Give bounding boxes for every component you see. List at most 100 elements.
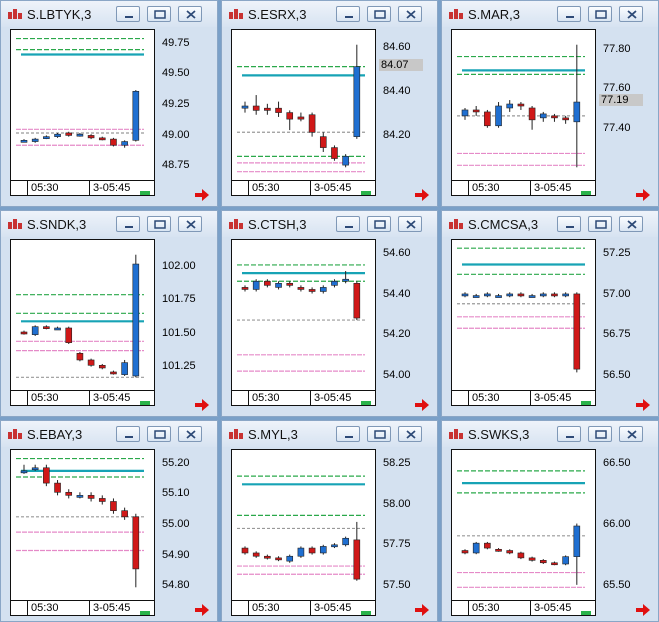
chart-app-icon: [449, 8, 463, 20]
window-titlebar[interactable]: S.SWKS,3: [442, 421, 658, 447]
y-tick-label: 84.20: [383, 128, 411, 141]
candle-body: [506, 550, 514, 554]
minimize-button[interactable]: [116, 6, 140, 22]
y-tick-label: 54.40: [383, 287, 411, 300]
candle-body: [76, 133, 84, 137]
candle-body: [308, 289, 316, 292]
close-button[interactable]: [398, 216, 422, 232]
minimize-button[interactable]: [336, 6, 360, 22]
close-button[interactable]: [398, 426, 422, 442]
time-axis-tick: [530, 391, 531, 405]
close-button[interactable]: [619, 6, 643, 22]
close-button[interactable]: [619, 426, 643, 442]
price-chart[interactable]: [10, 449, 155, 601]
time-axis-tick: [27, 601, 28, 615]
close-button[interactable]: [398, 6, 422, 22]
scroll-right-arrow-icon[interactable]: [194, 603, 210, 616]
candle-body: [132, 263, 140, 377]
close-button[interactable]: [178, 426, 202, 442]
candle-body: [98, 137, 106, 141]
scroll-right-arrow-icon[interactable]: [414, 603, 430, 616]
minimize-icon: [566, 226, 574, 228]
candle-body: [252, 552, 260, 557]
minimize-button[interactable]: [557, 426, 581, 442]
restore-button[interactable]: [147, 6, 171, 22]
candle-body: [353, 66, 361, 137]
live-indicator: [361, 611, 371, 615]
window-titlebar[interactable]: S.CMCSA,3: [442, 211, 658, 237]
time-axis-tick: [468, 391, 469, 405]
candle-body: [461, 109, 469, 117]
restore-button[interactable]: [588, 216, 612, 232]
scroll-right-arrow-icon[interactable]: [194, 398, 210, 411]
restore-button[interactable]: [367, 426, 391, 442]
window-titlebar[interactable]: S.SNDK,3: [1, 211, 217, 237]
price-chart[interactable]: [10, 29, 155, 181]
minimize-icon: [345, 436, 353, 438]
window-title: S.MYL,3: [248, 427, 298, 442]
candle-body: [517, 103, 525, 107]
scroll-right-arrow-icon[interactable]: [194, 188, 210, 201]
y-tick-label: 54.20: [383, 328, 411, 341]
candlestick-chart: [237, 44, 365, 173]
scroll-right-arrow-icon[interactable]: [414, 188, 430, 201]
restore-button[interactable]: [588, 6, 612, 22]
candle-body: [121, 510, 128, 518]
window-title: S.SWKS,3: [468, 427, 530, 442]
candle-body: [275, 107, 282, 113]
scroll-right-arrow-icon[interactable]: [635, 398, 651, 411]
price-chart[interactable]: [231, 449, 376, 601]
candle-body: [319, 136, 327, 148]
restore-button[interactable]: [367, 216, 391, 232]
time-label-start: 05:30: [252, 602, 280, 614]
time-axis: 05:30 3-05:45: [231, 601, 376, 616]
close-icon: [627, 430, 637, 439]
window-titlebar[interactable]: S.MAR,3: [442, 1, 658, 27]
candle-body: [275, 283, 282, 288]
restore-icon: [595, 220, 607, 229]
time-axis-tick: [89, 391, 90, 405]
candle-body: [342, 537, 349, 546]
restore-button[interactable]: [147, 426, 171, 442]
restore-button[interactable]: [147, 216, 171, 232]
price-chart[interactable]: [451, 29, 596, 181]
restore-button[interactable]: [367, 6, 391, 22]
time-axis-tick: [89, 601, 90, 615]
y-tick-label: 65.50: [603, 579, 631, 592]
window-titlebar[interactable]: S.MYL,3: [222, 421, 437, 447]
time-label-start: 05:30: [31, 392, 59, 404]
close-button[interactable]: [619, 216, 643, 232]
window-titlebar[interactable]: S.EBAY,3: [1, 421, 217, 447]
minimize-button[interactable]: [557, 216, 581, 232]
minimize-button[interactable]: [116, 426, 140, 442]
scroll-right-arrow-icon[interactable]: [635, 188, 651, 201]
window-titlebar[interactable]: S.LBTYK,3: [1, 1, 217, 27]
window-titlebar[interactable]: S.CTSH,3: [222, 211, 437, 237]
close-button[interactable]: [178, 6, 202, 22]
time-axis: 05:30 3-05:45: [10, 181, 155, 196]
price-chart[interactable]: [451, 239, 596, 391]
candle-body: [20, 140, 28, 143]
restore-button[interactable]: [588, 426, 612, 442]
window-titlebar[interactable]: S.ESRX,3: [222, 1, 437, 27]
price-chart[interactable]: [231, 239, 376, 391]
time-label-start: 05:30: [31, 602, 59, 614]
close-button[interactable]: [178, 216, 202, 232]
price-chart[interactable]: [451, 449, 596, 601]
minimize-button[interactable]: [557, 6, 581, 22]
candle-body: [87, 495, 95, 499]
scroll-right-arrow-icon[interactable]: [635, 603, 651, 616]
candle-body: [20, 331, 28, 335]
candle-body: [495, 105, 502, 127]
y-tick-label: 49.00: [162, 128, 190, 141]
scroll-right-arrow-icon[interactable]: [414, 398, 430, 411]
price-chart[interactable]: [10, 239, 155, 391]
candle-body: [286, 283, 294, 286]
chart-app-icon: [449, 428, 463, 440]
minimize-button[interactable]: [116, 216, 140, 232]
price-chart[interactable]: [231, 29, 376, 181]
y-tick-label: 55.10: [162, 487, 190, 500]
minimize-button[interactable]: [336, 216, 360, 232]
minimize-button[interactable]: [336, 426, 360, 442]
time-axis-tick: [530, 181, 531, 195]
